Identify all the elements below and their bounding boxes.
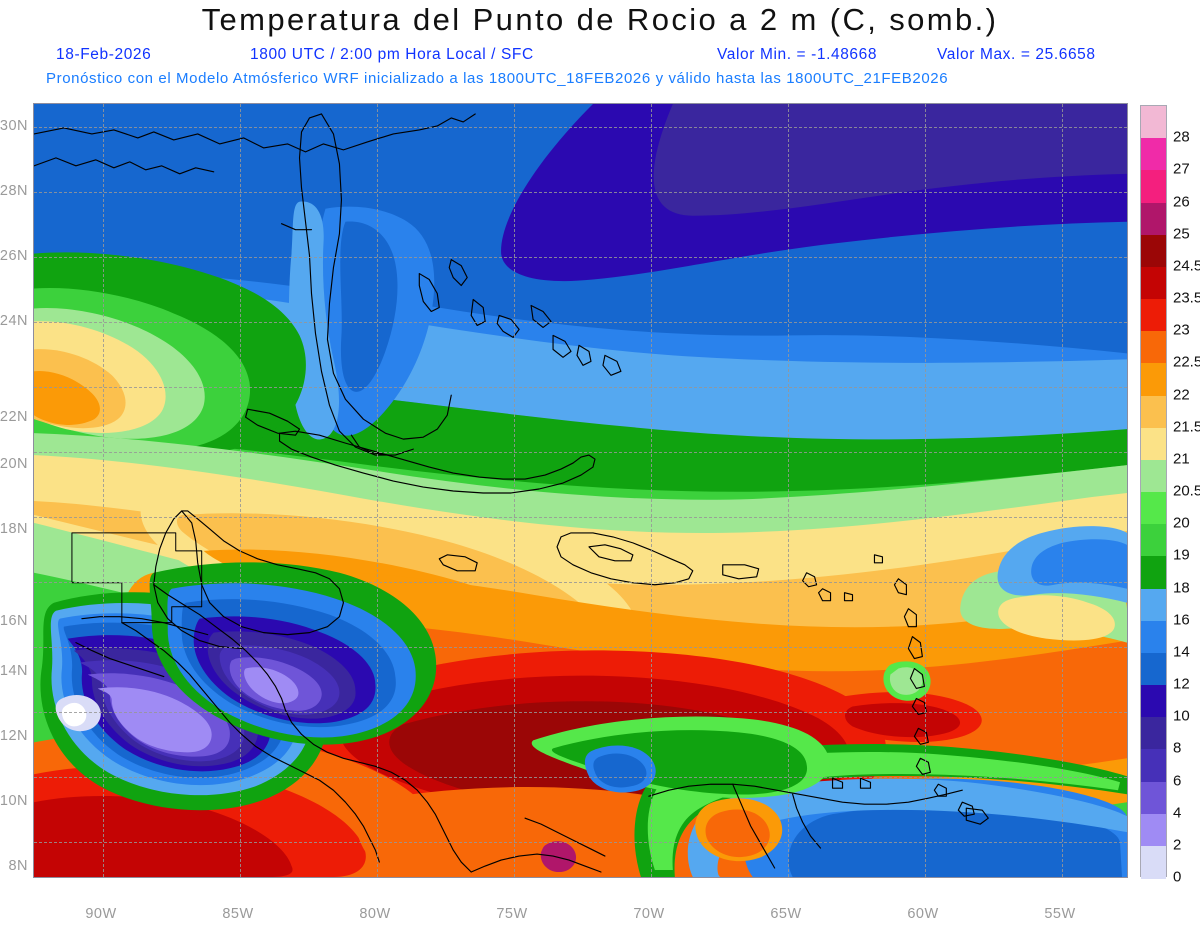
colorbar-tick-label: 4: [1173, 804, 1182, 822]
ytick-18N: 18N: [0, 520, 28, 537]
colorbar-tick-label: 12: [1173, 675, 1190, 693]
colorbar-tick-label: 10: [1173, 707, 1190, 725]
xtick-75W: 75W: [496, 906, 528, 922]
colorbar-segment: [1141, 299, 1166, 332]
ytick-8N: 8N: [8, 857, 28, 874]
ytick-10N: 10N: [0, 792, 28, 809]
colorbar-tick-label: 18: [1173, 579, 1190, 596]
dewpoint-shaded-field: [34, 104, 1127, 877]
forecast-date: 18-Feb-2026: [56, 46, 152, 63]
chart-header: Temperatura del Punto de Rocio a 2 m (C,…: [0, 0, 1200, 100]
colorbar-segment: [1141, 524, 1166, 557]
forecast-time-line: 1800 UTC / 2:00 pm Hora Local / SFC: [250, 46, 534, 63]
colorbar-segment: [1141, 106, 1166, 139]
xtick-55W: 55W: [1044, 906, 1076, 922]
colorbar-segment: [1141, 845, 1166, 879]
colorbar-segment: [1141, 331, 1166, 364]
colorbar-tick-label: 26: [1173, 193, 1190, 210]
colorbar-tick-label: 23: [1173, 321, 1190, 339]
colorbar-tick-label: 28: [1173, 128, 1190, 146]
colorbar-segment: [1141, 170, 1166, 204]
colorbar-tick-label: 27: [1173, 160, 1190, 178]
colorbar-segment: [1141, 781, 1166, 815]
colorbar-segment: [1141, 363, 1166, 397]
xtick-85W: 85W: [222, 906, 254, 922]
colorbar-tick-label: 24.5: [1173, 257, 1200, 275]
ytick-16N: 16N: [0, 612, 28, 629]
ytick-28N: 28N: [0, 182, 28, 199]
colorbar-segment: [1141, 813, 1166, 847]
value-min-label: Valor Min. = -1.48668: [717, 46, 878, 63]
ytick-30N: 30N: [0, 117, 28, 134]
colorbar-segment: [1141, 202, 1166, 236]
colorbar-segment: [1141, 588, 1166, 622]
colorbar-tick-label: 25: [1173, 225, 1190, 243]
model-description: Pronóstico con el Modelo Atmósferico WRF…: [46, 70, 949, 87]
ytick-26N: 26N: [0, 247, 28, 264]
colorbar-tick-label: 22: [1173, 386, 1190, 403]
colorbar-tick-label: 16: [1173, 611, 1190, 629]
colorbar-segment: [1141, 556, 1166, 590]
colorbar-segment: [1141, 234, 1166, 268]
ytick-20N: 20N: [0, 455, 28, 472]
ytick-24N: 24N: [0, 312, 28, 329]
colorbar-tick-label: 0: [1173, 868, 1182, 886]
xtick-70W: 70W: [633, 906, 665, 922]
map-plot-area: Sisπ – ONAMET/REP.DOM.: [33, 103, 1128, 878]
colorbar-tick-label: 19: [1173, 546, 1190, 564]
colorbar-tick-label: 2: [1173, 836, 1182, 854]
page-title: Temperatura del Punto de Rocio a 2 m (C,…: [201, 2, 999, 37]
xtick-65W: 65W: [770, 906, 802, 922]
colorbar-tick-label: 21: [1173, 450, 1190, 468]
colorbar-tick-label: 20.5: [1173, 482, 1200, 500]
colorbar-segment: [1141, 138, 1166, 171]
colorbar-segment: [1141, 685, 1166, 718]
colorbar-segment: [1141, 459, 1166, 493]
xtick-90W: 90W: [85, 906, 117, 922]
value-max-label: Valor Max. = 25.6658: [937, 46, 1096, 63]
colorbar: [1140, 105, 1167, 879]
colorbar-tick-label: 21.5: [1173, 418, 1200, 436]
ytick-22N: 22N: [0, 408, 28, 425]
colorbar-segment: [1141, 266, 1166, 300]
colorbar-segment: [1141, 492, 1166, 525]
xtick-80W: 80W: [359, 906, 391, 922]
ytick-12N: 12N: [0, 727, 28, 744]
colorbar-tick-label: 23.5: [1173, 289, 1200, 307]
colorbar-tick-label: 14: [1173, 643, 1190, 661]
colorbar-tick-label: 22.5: [1173, 353, 1200, 371]
colorbar-segment: [1141, 395, 1166, 429]
xtick-60W: 60W: [907, 906, 939, 922]
colorbar-segment: [1141, 717, 1166, 750]
colorbar-segment: [1141, 620, 1166, 654]
colorbar-segment: [1141, 749, 1166, 783]
ytick-14N: 14N: [0, 662, 28, 679]
colorbar-tick-label: 6: [1173, 772, 1182, 789]
colorbar-segment: [1141, 427, 1166, 461]
colorbar-tick-label: 8: [1173, 739, 1182, 757]
colorbar-segment: [1141, 652, 1166, 686]
colorbar-tick-label: 20: [1173, 514, 1190, 532]
attribution-logo: Sisπ – ONAMET/REP.DOM.: [919, 877, 1128, 878]
